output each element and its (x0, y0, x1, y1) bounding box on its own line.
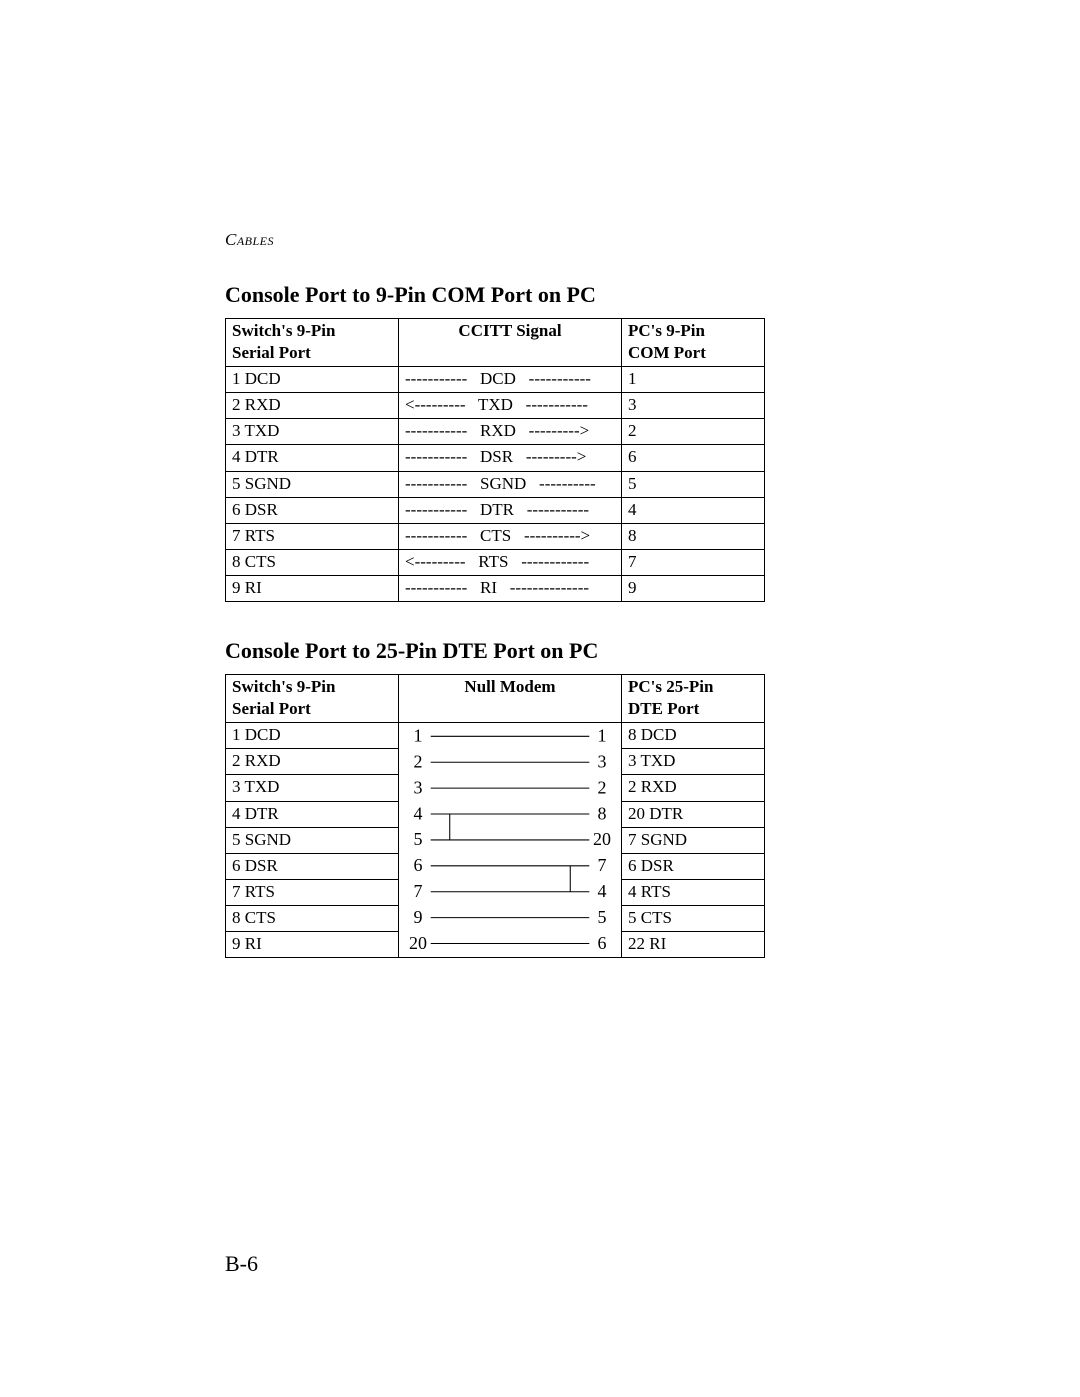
t1-cell-right: 7 (622, 549, 765, 575)
table-row: 4 DTR----------- DSR --------->6 (226, 445, 765, 471)
t1-cell-right: 8 (622, 523, 765, 549)
t1-cell-right: 3 (622, 393, 765, 419)
t2-cell-left: 3 TXD (226, 775, 399, 801)
t1-head-right: PC's 9-Pin COM Port (622, 319, 765, 367)
t1-cell-left: 5 SGND (226, 471, 399, 497)
table-row: 9 RI----------- RI --------------9 (226, 575, 765, 601)
t2-cell-left: 1 DCD (226, 723, 399, 749)
t2-head-left-l2: Serial Port (232, 699, 311, 718)
table-row: 1 DCD----------- DCD -----------1 (226, 367, 765, 393)
t2-cell-left: 8 CTS (226, 905, 399, 931)
t2-cell-left: 2 RXD (226, 749, 399, 775)
table-row: 3 TXD----------- RXD --------->2 (226, 419, 765, 445)
t2-cell-left: 5 SGND (226, 827, 399, 853)
t1-cell-left: 9 RI (226, 575, 399, 601)
t2-head-right: PC's 25-Pin DTE Port (622, 675, 765, 723)
table-2-block: Console Port to 25-Pin DTE Port on PC Sw… (225, 638, 1080, 958)
table-row: 2 RXD<--------- TXD -----------3 (226, 393, 765, 419)
svg-text:3: 3 (414, 778, 423, 798)
t1-cell-right: 5 (622, 471, 765, 497)
t1-cell-signal: ----------- DSR ---------> (399, 445, 622, 471)
t2-cell-left: 7 RTS (226, 879, 399, 905)
t2-cell-right: 5 CTS (622, 905, 765, 931)
svg-text:20: 20 (593, 829, 611, 849)
t1-cell-left: 3 TXD (226, 419, 399, 445)
svg-text:5: 5 (597, 907, 606, 927)
t2-head-mid: Null Modem (399, 675, 622, 723)
t2-cell-right: 22 RI (622, 931, 765, 957)
t1-cell-signal: ----------- DCD ----------- (399, 367, 622, 393)
t1-cell-right: 4 (622, 497, 765, 523)
t1-head-right-l1: PC's 9-Pin (628, 321, 705, 340)
svg-text:2: 2 (597, 778, 606, 798)
t1-cell-signal: ----------- CTS ----------> (399, 523, 622, 549)
page: Cables Console Port to 9-Pin COM Port on… (0, 0, 1080, 1397)
svg-text:4: 4 (414, 804, 423, 824)
t1-cell-right: 1 (622, 367, 765, 393)
svg-text:6: 6 (597, 933, 606, 953)
t2-head-left-l1: Switch's 9-Pin (232, 677, 335, 696)
t1-cell-left: 4 DTR (226, 445, 399, 471)
t2-cell-right: 6 DSR (622, 853, 765, 879)
t2-cell-left: 6 DSR (226, 853, 399, 879)
t1-head-left-l1: Switch's 9-Pin (232, 321, 335, 340)
table-2: Switch's 9-Pin Serial Port Null Modem PC… (225, 674, 765, 958)
table-2-title: Console Port to 25-Pin DTE Port on PC (225, 638, 1080, 664)
table-row: 7 RTS----------- CTS ---------->8 (226, 523, 765, 549)
t1-cell-right: 9 (622, 575, 765, 601)
t2-head-left: Switch's 9-Pin Serial Port (226, 675, 399, 723)
t2-cell-left: 9 RI (226, 931, 399, 957)
t1-cell-left: 6 DSR (226, 497, 399, 523)
t2-cell-right: 2 RXD (622, 775, 765, 801)
t2-cell-right: 4 RTS (622, 879, 765, 905)
t2-head-right-l2: DTE Port (628, 699, 699, 718)
t2-cell-diagram: 1 2 3 4 5 6 7 9 20 1 3 2 8 20 7 4 5 6 (399, 723, 622, 958)
svg-text:7: 7 (414, 881, 423, 901)
svg-text:8: 8 (597, 804, 606, 824)
svg-text:7: 7 (597, 855, 606, 875)
t1-cell-left: 8 CTS (226, 549, 399, 575)
t2-cell-right: 20 DTR (622, 801, 765, 827)
table-1: Switch's 9-Pin Serial Port CCITT Signal … (225, 318, 765, 602)
t1-cell-right: 2 (622, 419, 765, 445)
t1-head-right-l2: COM Port (628, 343, 706, 362)
table-1-block: Console Port to 9-Pin COM Port on PC Swi… (225, 282, 1080, 602)
svg-text:1: 1 (597, 726, 606, 746)
t2-cell-right: 8 DCD (622, 723, 765, 749)
t1-cell-left: 7 RTS (226, 523, 399, 549)
page-number: B-6 (225, 1251, 258, 1277)
table-row: 6 DSR----------- DTR -----------4 (226, 497, 765, 523)
t1-cell-signal: ----------- RI -------------- (399, 575, 622, 601)
t1-cell-left: 2 RXD (226, 393, 399, 419)
t1-head-left-l2: Serial Port (232, 343, 311, 362)
svg-text:6: 6 (414, 855, 423, 875)
table-1-title: Console Port to 9-Pin COM Port on PC (225, 282, 1080, 308)
t2-cell-right: 7 SGND (622, 827, 765, 853)
svg-text:3: 3 (597, 752, 606, 772)
t1-cell-signal: ----------- SGND ---------- (399, 471, 622, 497)
t1-head-mid: CCITT Signal (399, 319, 622, 367)
section-header: Cables (225, 230, 1080, 250)
t1-head-left: Switch's 9-Pin Serial Port (226, 319, 399, 367)
null-modem-diagram: 1 2 3 4 5 6 7 9 20 1 3 2 8 20 7 4 5 6 (399, 723, 621, 957)
t1-cell-left: 1 DCD (226, 367, 399, 393)
t1-cell-signal: <--------- RTS ------------ (399, 549, 622, 575)
svg-text:1: 1 (414, 726, 423, 746)
t2-cell-left: 4 DTR (226, 801, 399, 827)
t1-cell-signal: ----------- DTR ----------- (399, 497, 622, 523)
table-row: 1 DCD123456792013282074568 DCD (226, 723, 765, 749)
table-row: 8 CTS<--------- RTS ------------7 (226, 549, 765, 575)
svg-text:9: 9 (414, 907, 423, 927)
svg-text:4: 4 (597, 881, 606, 901)
t1-cell-signal: ----------- RXD ---------> (399, 419, 622, 445)
t1-cell-right: 6 (622, 445, 765, 471)
table-row: 5 SGND----------- SGND ----------5 (226, 471, 765, 497)
t1-cell-signal: <--------- TXD ----------- (399, 393, 622, 419)
svg-text:2: 2 (414, 752, 423, 772)
t2-head-right-l1: PC's 25-Pin (628, 677, 713, 696)
svg-text:20: 20 (409, 933, 427, 953)
svg-text:5: 5 (414, 829, 423, 849)
t2-cell-right: 3 TXD (622, 749, 765, 775)
